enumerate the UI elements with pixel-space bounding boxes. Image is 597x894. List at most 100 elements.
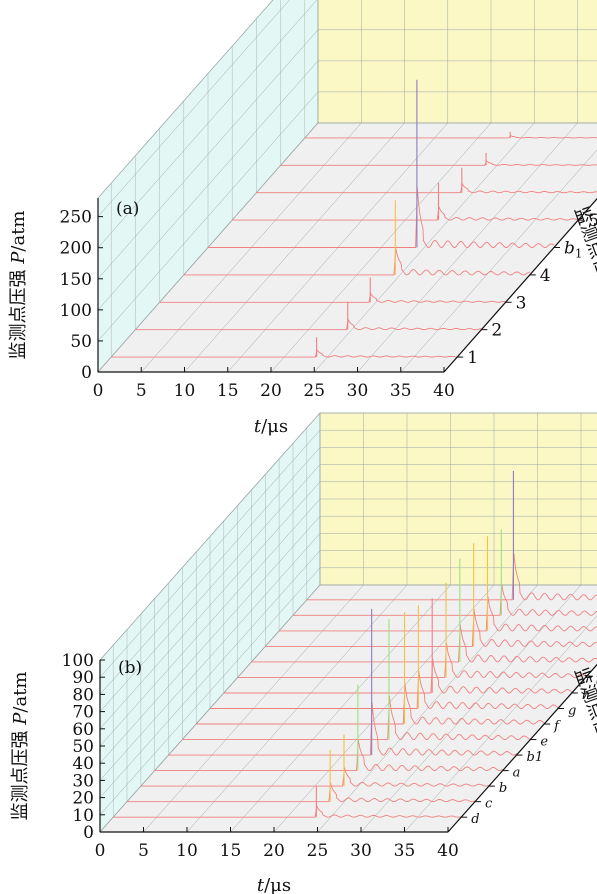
depth-tick-label: 1 bbox=[467, 348, 478, 368]
depth-tick-label: a bbox=[513, 766, 521, 781]
depth-tick-label: 3 bbox=[516, 293, 527, 313]
y-tick-label: 80 bbox=[72, 685, 94, 705]
x-axis-label: t/μs bbox=[257, 875, 291, 894]
series-line bbox=[280, 160, 597, 166]
depth-tick-label: b bbox=[499, 781, 507, 796]
panel-b: 0 5 10 15 20 25 30 35 400102030405060708090100dc… bbox=[10, 411, 597, 894]
series-line bbox=[208, 187, 555, 248]
x-tick-label: 35 bbox=[394, 841, 416, 861]
y-tick-label: 90 bbox=[72, 668, 94, 688]
x-tick-label: 30 bbox=[347, 381, 369, 401]
y-tick-label: 60 bbox=[72, 720, 94, 740]
y-gridline bbox=[99, 584, 597, 833]
y-gridline bbox=[99, 429, 597, 678]
y-gridline bbox=[99, 481, 597, 729]
y-tick-label: 70 bbox=[72, 703, 94, 723]
depth-tick-label: b1 bbox=[564, 239, 582, 261]
series-line bbox=[140, 767, 490, 787]
y-tick-label: 50 bbox=[70, 332, 92, 352]
series-line bbox=[127, 782, 476, 803]
series-line bbox=[304, 135, 597, 139]
x-gridline bbox=[400, 149, 597, 373]
y-gridline bbox=[99, 550, 597, 798]
series-line bbox=[154, 739, 503, 772]
x-tick-label: 35 bbox=[390, 381, 412, 401]
y-gridline bbox=[97, 0, 318, 248]
y-gridline bbox=[99, 447, 597, 695]
x-gridline bbox=[404, 615, 597, 833]
series-line bbox=[168, 702, 517, 756]
depth-tick-label: g bbox=[568, 704, 576, 719]
x-tick-label: 10 bbox=[176, 841, 198, 861]
y-gridline bbox=[97, 29, 597, 279]
x-tick-label: 20 bbox=[263, 841, 285, 861]
depth-tick-label: b1 bbox=[527, 750, 544, 765]
x-tick-label: 0 bbox=[93, 381, 104, 401]
series-line bbox=[232, 206, 579, 221]
y-tick-label: 200 bbox=[60, 239, 92, 259]
y-tick-label: 10 bbox=[72, 806, 94, 826]
y-axis-unit: /atm bbox=[8, 211, 29, 252]
x-axis-var: t bbox=[257, 875, 265, 894]
x-tick-label: 5 bbox=[136, 381, 147, 401]
series-line bbox=[135, 317, 482, 331]
depth-tick-label: 5 bbox=[588, 211, 597, 231]
x-axis-label: t/μs bbox=[254, 416, 288, 437]
series-line bbox=[159, 291, 506, 303]
x-tick-label: 40 bbox=[437, 841, 459, 861]
x-axis-var: t bbox=[254, 416, 262, 437]
y-gridline bbox=[99, 533, 597, 781]
y-tick-label: 0 bbox=[81, 363, 92, 383]
series-line bbox=[251, 624, 597, 663]
x-tick-label: 25 bbox=[307, 841, 329, 861]
series-line bbox=[111, 348, 458, 358]
y-axis-cn: 监测点压强 bbox=[8, 264, 29, 360]
y-tick-label: 0 bbox=[83, 823, 94, 843]
y-tick-label: 250 bbox=[60, 208, 92, 228]
depth-tick-label: e bbox=[540, 735, 548, 750]
series-line bbox=[237, 643, 586, 678]
series-line bbox=[113, 804, 462, 818]
y-tick-label: 100 bbox=[62, 651, 94, 671]
x-tick-label: 0 bbox=[95, 841, 106, 861]
y-gridline bbox=[97, 91, 597, 342]
x-tick-label: 15 bbox=[217, 381, 239, 401]
depth-tick-label: c bbox=[485, 797, 493, 812]
series-line bbox=[196, 683, 545, 725]
y-gridline bbox=[97, 0, 290, 217]
series-line bbox=[279, 596, 597, 632]
depth-tick-label: d bbox=[471, 812, 479, 827]
y-tick-label: 100 bbox=[60, 301, 92, 321]
back-wall bbox=[317, 0, 597, 124]
x-axis-unit: /μs bbox=[264, 875, 291, 894]
depth-tick-label: 4 bbox=[540, 266, 551, 286]
y-tick-label: 40 bbox=[72, 754, 94, 774]
y-tick-label: 50 bbox=[72, 737, 94, 757]
x-tick-label: 10 bbox=[174, 381, 196, 401]
x-tick-label: 5 bbox=[138, 841, 149, 861]
y-gridline bbox=[99, 412, 597, 661]
depth-tick-label: i bbox=[596, 672, 597, 687]
x-tick-label: 15 bbox=[220, 841, 242, 861]
series-line bbox=[182, 696, 531, 741]
depth-tick-sub: 1 bbox=[575, 247, 583, 261]
y-axis-unit: /atm bbox=[10, 672, 31, 713]
panel-label: (a) bbox=[116, 199, 139, 219]
y-axis-var: P bbox=[10, 712, 31, 726]
y-gridline bbox=[99, 498, 597, 747]
x-tick-label: 25 bbox=[303, 381, 325, 401]
y-gridline bbox=[97, 60, 597, 311]
y-tick-label: 30 bbox=[72, 771, 94, 791]
series-line bbox=[210, 671, 559, 709]
depth-tick-label: f bbox=[553, 719, 561, 734]
y-axis-label: 监测点压强 P/atm bbox=[10, 672, 31, 821]
y-gridline bbox=[99, 515, 597, 764]
y-gridline bbox=[99, 464, 597, 712]
x-axis-unit: /μs bbox=[261, 416, 288, 437]
y-gridline bbox=[99, 567, 597, 815]
y-axis-cn: 监测点压强 bbox=[10, 725, 31, 821]
depth-tick-label: 2 bbox=[491, 321, 502, 341]
y-axis-label: 监测点压强 P/atm bbox=[8, 211, 29, 360]
y-tick-label: 20 bbox=[72, 789, 94, 809]
